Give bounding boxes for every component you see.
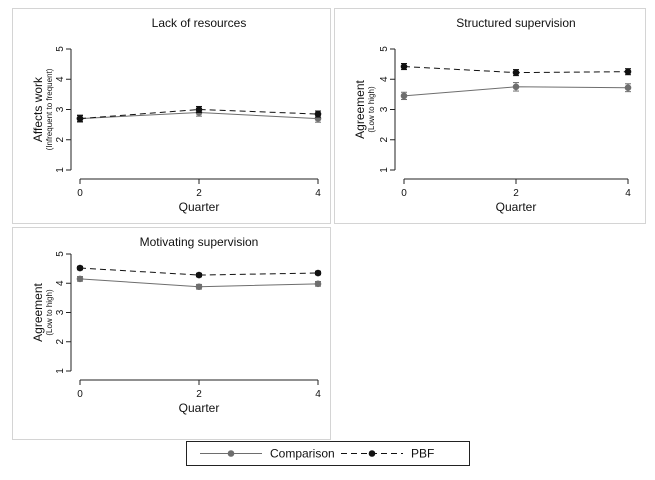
x-tick-label: 2 xyxy=(513,188,519,199)
data-point xyxy=(76,275,84,283)
y-tick-label: 3 xyxy=(55,106,66,112)
panel-border xyxy=(12,227,331,440)
x-tick-label: 4 xyxy=(625,188,631,199)
data-point xyxy=(624,84,632,92)
y-tick-label: 3 xyxy=(55,309,66,315)
x-tick-label: 2 xyxy=(196,389,202,400)
series-comparison xyxy=(76,275,322,291)
data-point xyxy=(314,280,322,288)
y-axis-sublabel: (Infrequent to frequent) xyxy=(45,68,54,150)
chart-panel-3: 1 2 3 4 5 0 2 4 Motivating supervision Quarter Agr… xyxy=(12,227,331,440)
y-tick-label: 3 xyxy=(379,106,390,112)
y-tick-label: 1 xyxy=(55,167,66,173)
x-tick-label: 4 xyxy=(315,188,321,199)
chart-panel-1: 1 2 3 4 5 0 2 4 Lack of resources Quarter Affects … xyxy=(12,8,331,224)
chart-title: Structured supervision xyxy=(456,16,575,30)
chart-panel-2: 1 2 3 4 5 0 2 4 Structured supervision Quarter Agr… xyxy=(334,8,646,224)
y-tick-label: 2 xyxy=(55,137,66,143)
data-point xyxy=(76,264,84,272)
x-axis-label: Quarter xyxy=(496,200,537,214)
y-axis-label: Agreement xyxy=(31,282,45,341)
y-axis-label: Agreement xyxy=(353,79,367,138)
chart-title: Lack of resources xyxy=(152,16,247,30)
series-pbf xyxy=(76,105,322,123)
y-tick-label: 4 xyxy=(55,76,66,82)
data-point xyxy=(314,269,322,277)
y-axis-sublabel: (Low to high) xyxy=(367,86,376,133)
data-point xyxy=(314,110,322,118)
chart-title: Motivating supervision xyxy=(140,235,259,249)
y-tick-label: 4 xyxy=(379,76,390,82)
y-tick-label: 4 xyxy=(55,280,66,286)
data-point xyxy=(512,83,520,91)
data-point xyxy=(400,92,408,100)
x-tick-label: 0 xyxy=(77,389,83,400)
data-point xyxy=(512,69,520,76)
panel-border xyxy=(334,8,646,224)
x-tick-label: 2 xyxy=(196,188,202,199)
legend-label: PBF xyxy=(411,447,434,461)
y-tick-label: 5 xyxy=(55,251,66,257)
x-tick-label: 0 xyxy=(77,188,83,199)
x-tick-label: 0 xyxy=(401,188,407,199)
panel-border xyxy=(12,8,331,224)
y-tick-label: 5 xyxy=(55,46,66,52)
x-tick-label: 4 xyxy=(315,389,321,400)
x-axis-label: Quarter xyxy=(179,401,220,415)
x-axis-label: Quarter xyxy=(179,200,220,214)
legend-key-marker xyxy=(368,450,376,457)
data-point xyxy=(400,63,408,70)
y-tick-label: 2 xyxy=(379,137,390,143)
data-point xyxy=(76,115,84,122)
data-point xyxy=(624,68,632,75)
legend-item-comparison: Comparison xyxy=(200,447,335,461)
y-axis-label: Affects work xyxy=(31,76,45,142)
series-comparison xyxy=(400,82,632,101)
y-axis-sublabel: (Low to high) xyxy=(45,289,54,336)
series-pbf xyxy=(76,264,322,279)
legend-key-marker xyxy=(227,450,235,457)
legend: Comparison PBF xyxy=(186,441,470,466)
legend-label: Comparison xyxy=(270,447,335,461)
y-tick-label: 1 xyxy=(55,368,66,374)
data-point xyxy=(195,106,203,113)
data-point xyxy=(195,283,203,291)
y-tick-label: 5 xyxy=(379,46,390,52)
y-tick-label: 1 xyxy=(379,167,390,173)
y-tick-label: 2 xyxy=(55,339,66,345)
series-pbf xyxy=(400,63,632,77)
legend-item-pbf: PBF xyxy=(341,447,434,461)
data-point xyxy=(195,271,203,279)
